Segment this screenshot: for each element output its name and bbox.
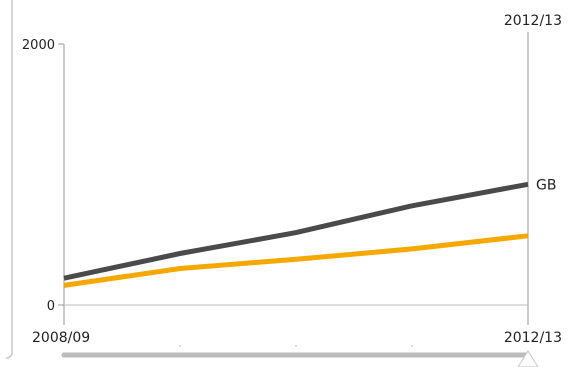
- end-year-top-label: 2012/13: [504, 13, 562, 29]
- slider-dot-1: [179, 345, 181, 347]
- panel-border: [5, 0, 13, 359]
- series-label-1: GB: [536, 177, 556, 193]
- y-tick-label-top: 2000: [22, 38, 55, 53]
- range-slider-handle-icon[interactable]: [517, 350, 539, 367]
- slider-dot-2: [295, 345, 297, 347]
- x-tick-label-end: 2012/13: [504, 330, 562, 346]
- series-line-1: [63, 181, 529, 281]
- slider-dot-3: [411, 345, 413, 347]
- series-line-2: [63, 233, 529, 288]
- x-tick-label-start: 2008/09: [32, 330, 90, 346]
- series-layer: GB: [63, 177, 556, 288]
- y-tick-label-bottom: 0: [47, 299, 55, 314]
